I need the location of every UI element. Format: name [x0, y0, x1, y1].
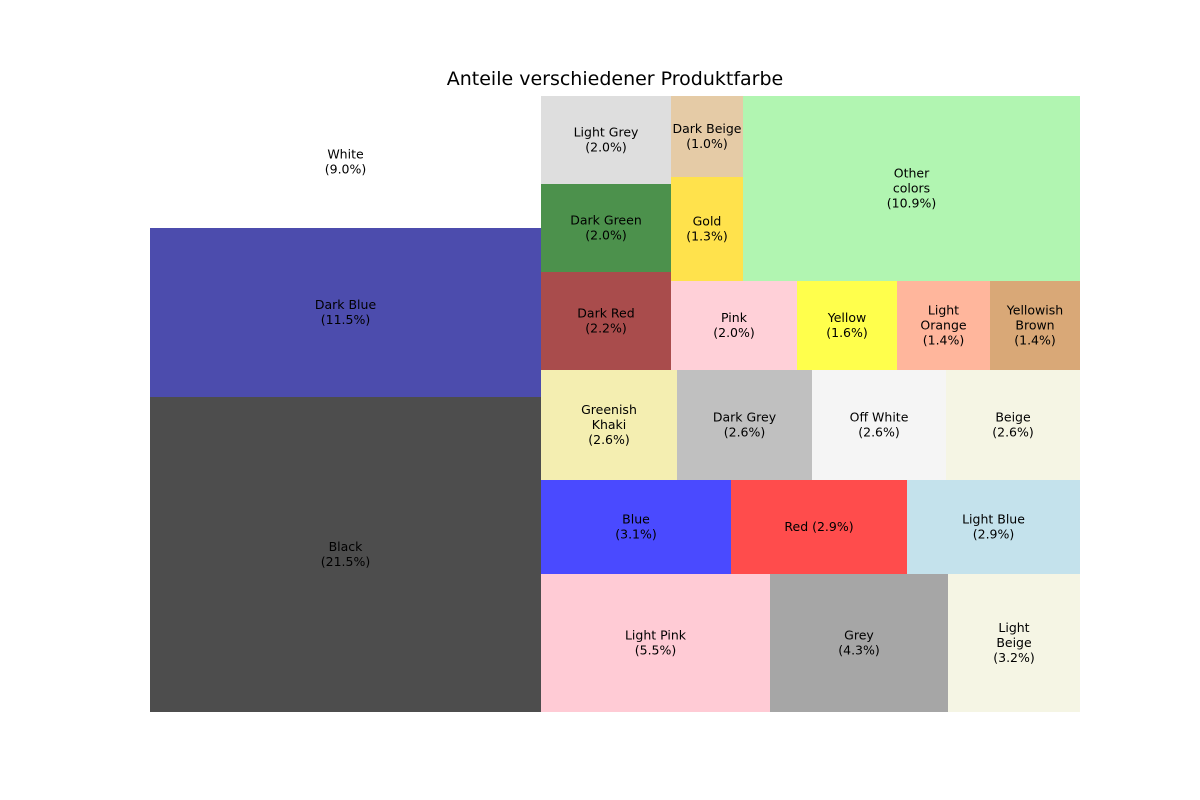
tile-rect-blue [541, 480, 731, 574]
tile-gold: Gold (1.3%) [671, 177, 743, 281]
tile-label-dark-beige: Dark Beige (1.0%) [672, 121, 741, 151]
tile-yellow: Yellow (1.6%) [797, 281, 897, 370]
tile-label-light-pink: Light Pink (5.5%) [625, 628, 687, 658]
tile-light-pink: Light Pink (5.5%) [541, 574, 770, 712]
tile-rect-dark-blue [150, 228, 541, 397]
tile-dark-blue: Dark Blue (11.5%) [150, 228, 541, 397]
tile-dark-red: Dark Red (2.2%) [541, 272, 671, 370]
tile-label-dark-red: Dark Red (2.2%) [577, 306, 634, 336]
tile-label-dark-blue: Dark Blue (11.5%) [315, 297, 377, 327]
tile-label-other-colors: Other colors (10.9%) [887, 166, 936, 211]
tile-red: Red (2.9%) [731, 480, 907, 574]
tile-rect-dark-grey [677, 370, 812, 480]
tile-label-greenish-khaki: Greenish Khaki (2.6%) [581, 402, 637, 447]
tile-yellowish-brown: Yellowish Brown (1.4%) [990, 281, 1080, 370]
tile-other-colors: Other colors (10.9%) [743, 96, 1080, 281]
tile-rect-light-pink [541, 574, 770, 712]
tile-label-red: Red (2.9%) [784, 519, 853, 534]
tile-rect-beige [946, 370, 1080, 480]
tile-rect-light-blue [907, 480, 1080, 574]
tile-dark-green: Dark Green (2.0%) [541, 184, 671, 272]
tile-rect-yellow [797, 281, 897, 370]
tile-label-dark-green: Dark Green (2.0%) [570, 213, 642, 243]
tile-label-dark-grey: Dark Grey (2.6%) [713, 410, 777, 440]
tile-rect-light-grey [541, 96, 671, 184]
tile-label-light-blue: Light Blue (2.9%) [962, 512, 1025, 542]
tile-rect-off-white [812, 370, 946, 480]
tile-rect-dark-green [541, 184, 671, 272]
tile-rect-red [731, 480, 907, 574]
tile-label-grey: Grey (4.3%) [838, 628, 880, 658]
tile-rect-dark-beige [671, 96, 743, 177]
tile-rect-light-orange [897, 281, 990, 370]
tile-grey: Grey (4.3%) [770, 574, 948, 712]
tile-label-yellow: Yellow (1.6%) [826, 310, 868, 340]
tile-label-light-orange: Light Orange (1.4%) [920, 303, 966, 348]
tile-label-blue: Blue (3.1%) [615, 512, 657, 542]
tile-label-beige: Beige (2.6%) [992, 410, 1034, 440]
tile-pink: Pink (2.0%) [671, 281, 797, 370]
tile-label-pink: Pink (2.0%) [713, 310, 755, 340]
tile-rect-yellowish-brown [990, 281, 1080, 370]
tile-beige: Beige (2.6%) [946, 370, 1080, 480]
tile-off-white: Off White (2.6%) [812, 370, 946, 480]
tile-rect-greenish-khaki [541, 370, 677, 480]
tile-rect-dark-red [541, 272, 671, 370]
tile-dark-grey: Dark Grey (2.6%) [677, 370, 812, 480]
tile-white: White (9.0%) [150, 96, 541, 228]
tile-label-light-grey: Light Grey (2.0%) [574, 125, 639, 155]
tile-rect-other-colors [743, 96, 1080, 281]
tile-label-black: Black (21.5%) [321, 539, 370, 569]
tile-light-blue: Light Blue (2.9%) [907, 480, 1080, 574]
tile-light-grey: Light Grey (2.0%) [541, 96, 671, 184]
chart-title: Anteile verschiedener Produktfarbe [446, 68, 784, 90]
tile-blue: Blue (3.1%) [541, 480, 731, 574]
tile-light-orange: Light Orange (1.4%) [897, 281, 990, 370]
tile-greenish-khaki: Greenish Khaki (2.6%) [541, 370, 677, 480]
tile-rect-grey [770, 574, 948, 712]
tile-label-light-beige: Light Beige (3.2%) [993, 620, 1035, 665]
tile-light-beige: Light Beige (3.2%) [948, 574, 1080, 712]
tile-black: Black (21.5%) [150, 397, 541, 712]
tile-rect-white [150, 96, 541, 228]
tile-label-white: White (9.0%) [325, 147, 367, 177]
tile-rect-black [150, 397, 541, 712]
tile-rect-light-beige [948, 574, 1080, 712]
tile-rect-pink [671, 281, 797, 370]
tile-label-off-white: Off White (2.6%) [850, 410, 909, 440]
tile-rect-gold [671, 177, 743, 281]
tile-dark-beige: Dark Beige (1.0%) [671, 96, 743, 177]
tile-label-yellowish-brown: Yellowish Brown (1.4%) [1006, 303, 1063, 348]
tile-label-gold: Gold (1.3%) [686, 214, 728, 244]
